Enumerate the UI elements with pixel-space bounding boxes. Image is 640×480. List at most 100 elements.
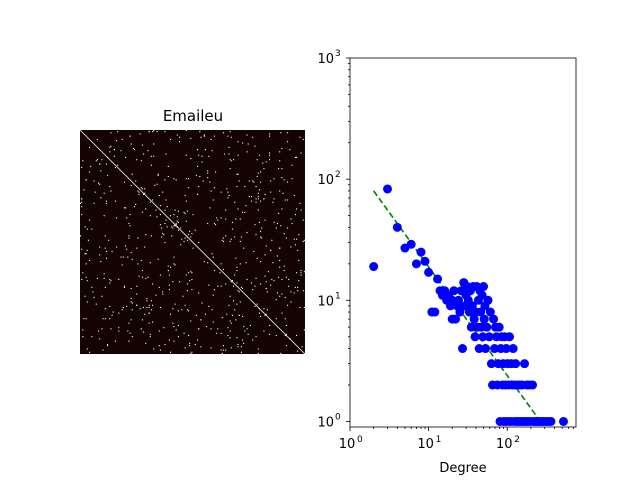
heatmap-cell [130,319,132,321]
heatmap-cell [285,345,287,347]
heatmap-cell [210,138,212,141]
heatmap-cell [125,245,127,247]
heatmap-cell [229,240,231,242]
heatmap-cell [280,132,282,134]
heatmap-cell [244,186,246,188]
heatmap-cell [89,146,91,148]
heatmap-cell [191,351,193,353]
heatmap-cell [131,173,133,175]
heatmap-cell [152,199,154,201]
heatmap-cell [237,346,239,348]
heatmap-cell [210,347,212,349]
heatmap-cell [290,246,292,248]
heatmap-cell [302,219,304,221]
heatmap-cell [170,266,172,268]
heatmap-cell [105,202,107,204]
heatmap-cell [228,153,230,155]
heatmap-cell [159,349,161,351]
heatmap-cell [280,352,282,354]
heatmap-cell [190,137,192,139]
heatmap-cell [213,270,215,272]
heatmap-cell [173,178,175,180]
heatmap-cell [105,163,107,165]
heatmap-cell [242,142,244,144]
data-point [477,290,487,300]
heatmap-cell [221,239,223,241]
heatmap-cell [247,333,249,335]
heatmap-cell [296,238,298,240]
heatmap-cell [270,180,272,182]
heatmap-cell [263,198,265,200]
heatmap-cell [145,342,147,344]
data-point [470,332,480,342]
heatmap-cell [122,306,124,309]
heatmap-cell [109,186,111,188]
heatmap-cell [206,326,208,328]
heatmap-cell [221,352,223,354]
heatmap-cell [145,234,147,236]
heatmap-cell [128,340,130,342]
data-point [483,295,493,305]
heatmap-cell [134,149,136,151]
heatmap-cell [204,149,206,151]
heatmap-cell [240,286,242,288]
heatmap-cell [172,281,174,283]
heatmap-cell [118,330,120,332]
heatmap-cell [176,220,178,222]
heatmap-cell [147,276,149,278]
heatmap-cell [107,345,109,347]
heatmap-cell [229,295,231,297]
heatmap-cell [148,312,150,314]
heatmap-cell [80,235,82,237]
heatmap-cell [152,321,154,323]
heatmap-cell [163,234,165,236]
heatmap-cell [111,314,113,316]
heatmap-cell [203,261,205,263]
heatmap-cell [297,290,299,292]
heatmap-cell [177,324,179,326]
heatmap-cell [194,343,196,346]
heatmap-cell [123,286,125,288]
heatmap-cell [235,257,237,259]
heatmap-cell [220,349,222,351]
heatmap-cell [235,218,237,220]
heatmap-cell [86,348,88,350]
data-point [490,344,500,354]
heatmap-cell [231,280,233,282]
heatmap-cell [230,347,232,349]
heatmap-cell [254,145,256,147]
heatmap-cell [236,282,238,284]
heatmap-cell [264,314,266,316]
heatmap-cell [182,295,184,297]
heatmap-cell [285,237,287,239]
heatmap-cell [112,311,114,313]
heatmap-cell [264,193,266,195]
heatmap-cell [173,263,175,265]
heatmap-cell [110,280,112,282]
heatmap-cell [229,168,231,170]
heatmap-cell [164,222,166,225]
heatmap-cell [213,289,215,291]
heatmap-cell [84,253,86,255]
heatmap-cell [172,322,174,324]
heatmap-cell [301,346,303,348]
heatmap-cell [239,240,241,242]
heatmap-cell [168,274,170,276]
heatmap-cell [172,227,174,229]
data-point [430,307,440,317]
heatmap-cell [236,173,238,175]
heatmap-cell [161,236,163,238]
data-point [494,322,504,332]
heatmap-cell [246,328,248,330]
heatmap-cell [267,271,269,273]
heatmap-cell [141,211,143,213]
heatmap-cell [114,340,116,342]
heatmap-cell [228,194,230,197]
heatmap-cell [198,154,200,156]
data-point [511,359,521,369]
heatmap-cell [140,160,142,162]
heatmap-cell [175,222,177,225]
heatmap-cell [257,196,259,198]
heatmap-cell [282,192,284,194]
data-point [453,295,463,305]
